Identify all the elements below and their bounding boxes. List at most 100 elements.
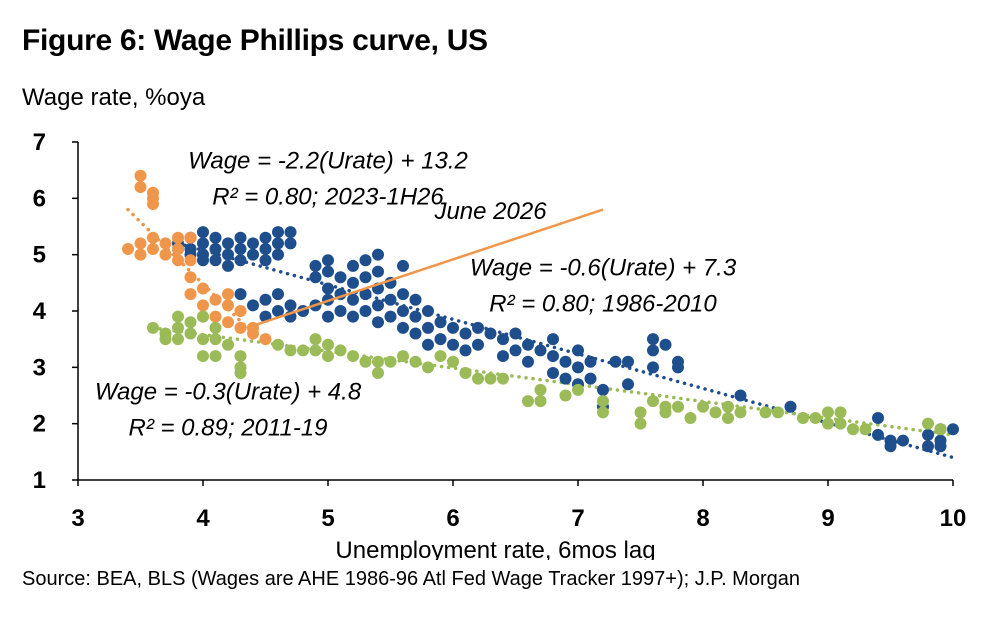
annotation-text: Wage = -2.2(Urate) + 13.2 bbox=[188, 147, 468, 174]
annotation-layer: Wage = -2.2(Urate) + 13.2 R² = 0.80; 2023… bbox=[95, 147, 737, 441]
data-point bbox=[134, 237, 147, 250]
data-point bbox=[397, 305, 409, 317]
data-point bbox=[434, 316, 447, 329]
data-point bbox=[247, 237, 259, 250]
x-tick-label: 8 bbox=[696, 505, 709, 532]
y-tick-label: 3 bbox=[33, 354, 46, 381]
data-point bbox=[822, 406, 834, 419]
data-point bbox=[547, 350, 559, 363]
data-point bbox=[472, 372, 484, 385]
data-point bbox=[222, 338, 234, 351]
data-point bbox=[197, 237, 209, 250]
data-point bbox=[934, 440, 947, 453]
data-point bbox=[234, 231, 247, 244]
data-point bbox=[409, 310, 422, 323]
data-point bbox=[434, 350, 447, 363]
x-tick-label: 9 bbox=[821, 505, 834, 532]
data-point bbox=[559, 355, 572, 368]
data-point bbox=[222, 237, 234, 250]
data-point bbox=[309, 333, 322, 346]
data-point bbox=[209, 333, 222, 346]
data-point bbox=[584, 372, 597, 385]
x-tick-label: 4 bbox=[196, 505, 210, 532]
point-layer bbox=[122, 169, 959, 453]
data-point bbox=[234, 305, 247, 317]
chart-title: Figure 6: Wage Phillips curve, US bbox=[22, 24, 488, 57]
data-point bbox=[622, 355, 634, 368]
data-point bbox=[922, 440, 934, 453]
data-point bbox=[884, 440, 897, 453]
data-point bbox=[384, 293, 397, 306]
data-point bbox=[447, 321, 459, 334]
annotation-text: June 2026 bbox=[433, 198, 547, 225]
data-point bbox=[372, 366, 384, 379]
data-point bbox=[322, 310, 334, 323]
data-point bbox=[634, 406, 647, 419]
trendline bbox=[176, 241, 955, 460]
data-point bbox=[234, 366, 247, 379]
data-point bbox=[172, 254, 184, 267]
data-point bbox=[259, 293, 272, 306]
data-point bbox=[572, 361, 584, 374]
source-note: Source: BEA, BLS (Wages are AHE 1986-96 … bbox=[22, 568, 800, 590]
data-point bbox=[397, 288, 409, 301]
data-point bbox=[422, 321, 434, 334]
data-point bbox=[397, 350, 409, 363]
data-point bbox=[147, 243, 159, 256]
data-point bbox=[184, 327, 197, 340]
data-point bbox=[172, 231, 184, 244]
data-point bbox=[259, 231, 272, 244]
data-point bbox=[872, 428, 884, 441]
data-point bbox=[197, 310, 209, 323]
data-point bbox=[872, 412, 884, 425]
data-point bbox=[334, 344, 347, 357]
data-point bbox=[172, 321, 184, 334]
data-point bbox=[822, 417, 834, 430]
data-point bbox=[534, 383, 547, 396]
data-point bbox=[184, 231, 197, 244]
data-point bbox=[209, 293, 222, 306]
scatter-chart: 1 2 3 4 5 6 7 3 4 5 6 7 8 9 10 Wage = -2.2(Urate) + 13… bbox=[33, 129, 967, 560]
x-tick-label: 5 bbox=[321, 505, 334, 532]
data-point bbox=[397, 259, 409, 272]
data-point bbox=[334, 271, 347, 284]
data-point bbox=[497, 333, 509, 346]
data-point bbox=[247, 299, 259, 312]
data-point bbox=[497, 372, 509, 385]
data-point bbox=[172, 243, 184, 256]
data-point bbox=[447, 338, 459, 351]
data-point bbox=[809, 412, 822, 425]
data-point bbox=[922, 428, 934, 441]
data-point bbox=[209, 231, 222, 244]
data-point bbox=[184, 254, 197, 267]
data-point bbox=[359, 288, 372, 301]
data-point bbox=[647, 395, 659, 408]
data-point bbox=[734, 389, 747, 402]
data-point bbox=[172, 310, 184, 323]
data-point bbox=[597, 383, 609, 396]
y-tick-label: 6 bbox=[33, 185, 46, 212]
data-point bbox=[222, 259, 234, 272]
data-point bbox=[322, 350, 334, 363]
data-point bbox=[847, 423, 859, 436]
data-point bbox=[409, 355, 422, 368]
data-point bbox=[947, 423, 959, 436]
x-tick-label: 7 bbox=[571, 505, 584, 532]
data-point bbox=[234, 243, 247, 256]
data-point bbox=[459, 366, 472, 379]
annotation-text: R² = 0.80; 2023-1H26 bbox=[212, 183, 444, 210]
data-point bbox=[209, 321, 222, 334]
data-point bbox=[309, 271, 322, 284]
data-point bbox=[347, 350, 359, 363]
data-point bbox=[722, 400, 734, 413]
data-point bbox=[622, 378, 634, 391]
data-point bbox=[234, 254, 247, 267]
data-point bbox=[697, 400, 709, 413]
data-point bbox=[159, 327, 172, 340]
data-point bbox=[534, 395, 547, 408]
y-tick-label: 1 bbox=[33, 467, 46, 494]
data-point bbox=[647, 333, 659, 346]
data-point bbox=[322, 282, 334, 295]
data-point bbox=[222, 299, 234, 312]
data-point bbox=[559, 372, 572, 385]
